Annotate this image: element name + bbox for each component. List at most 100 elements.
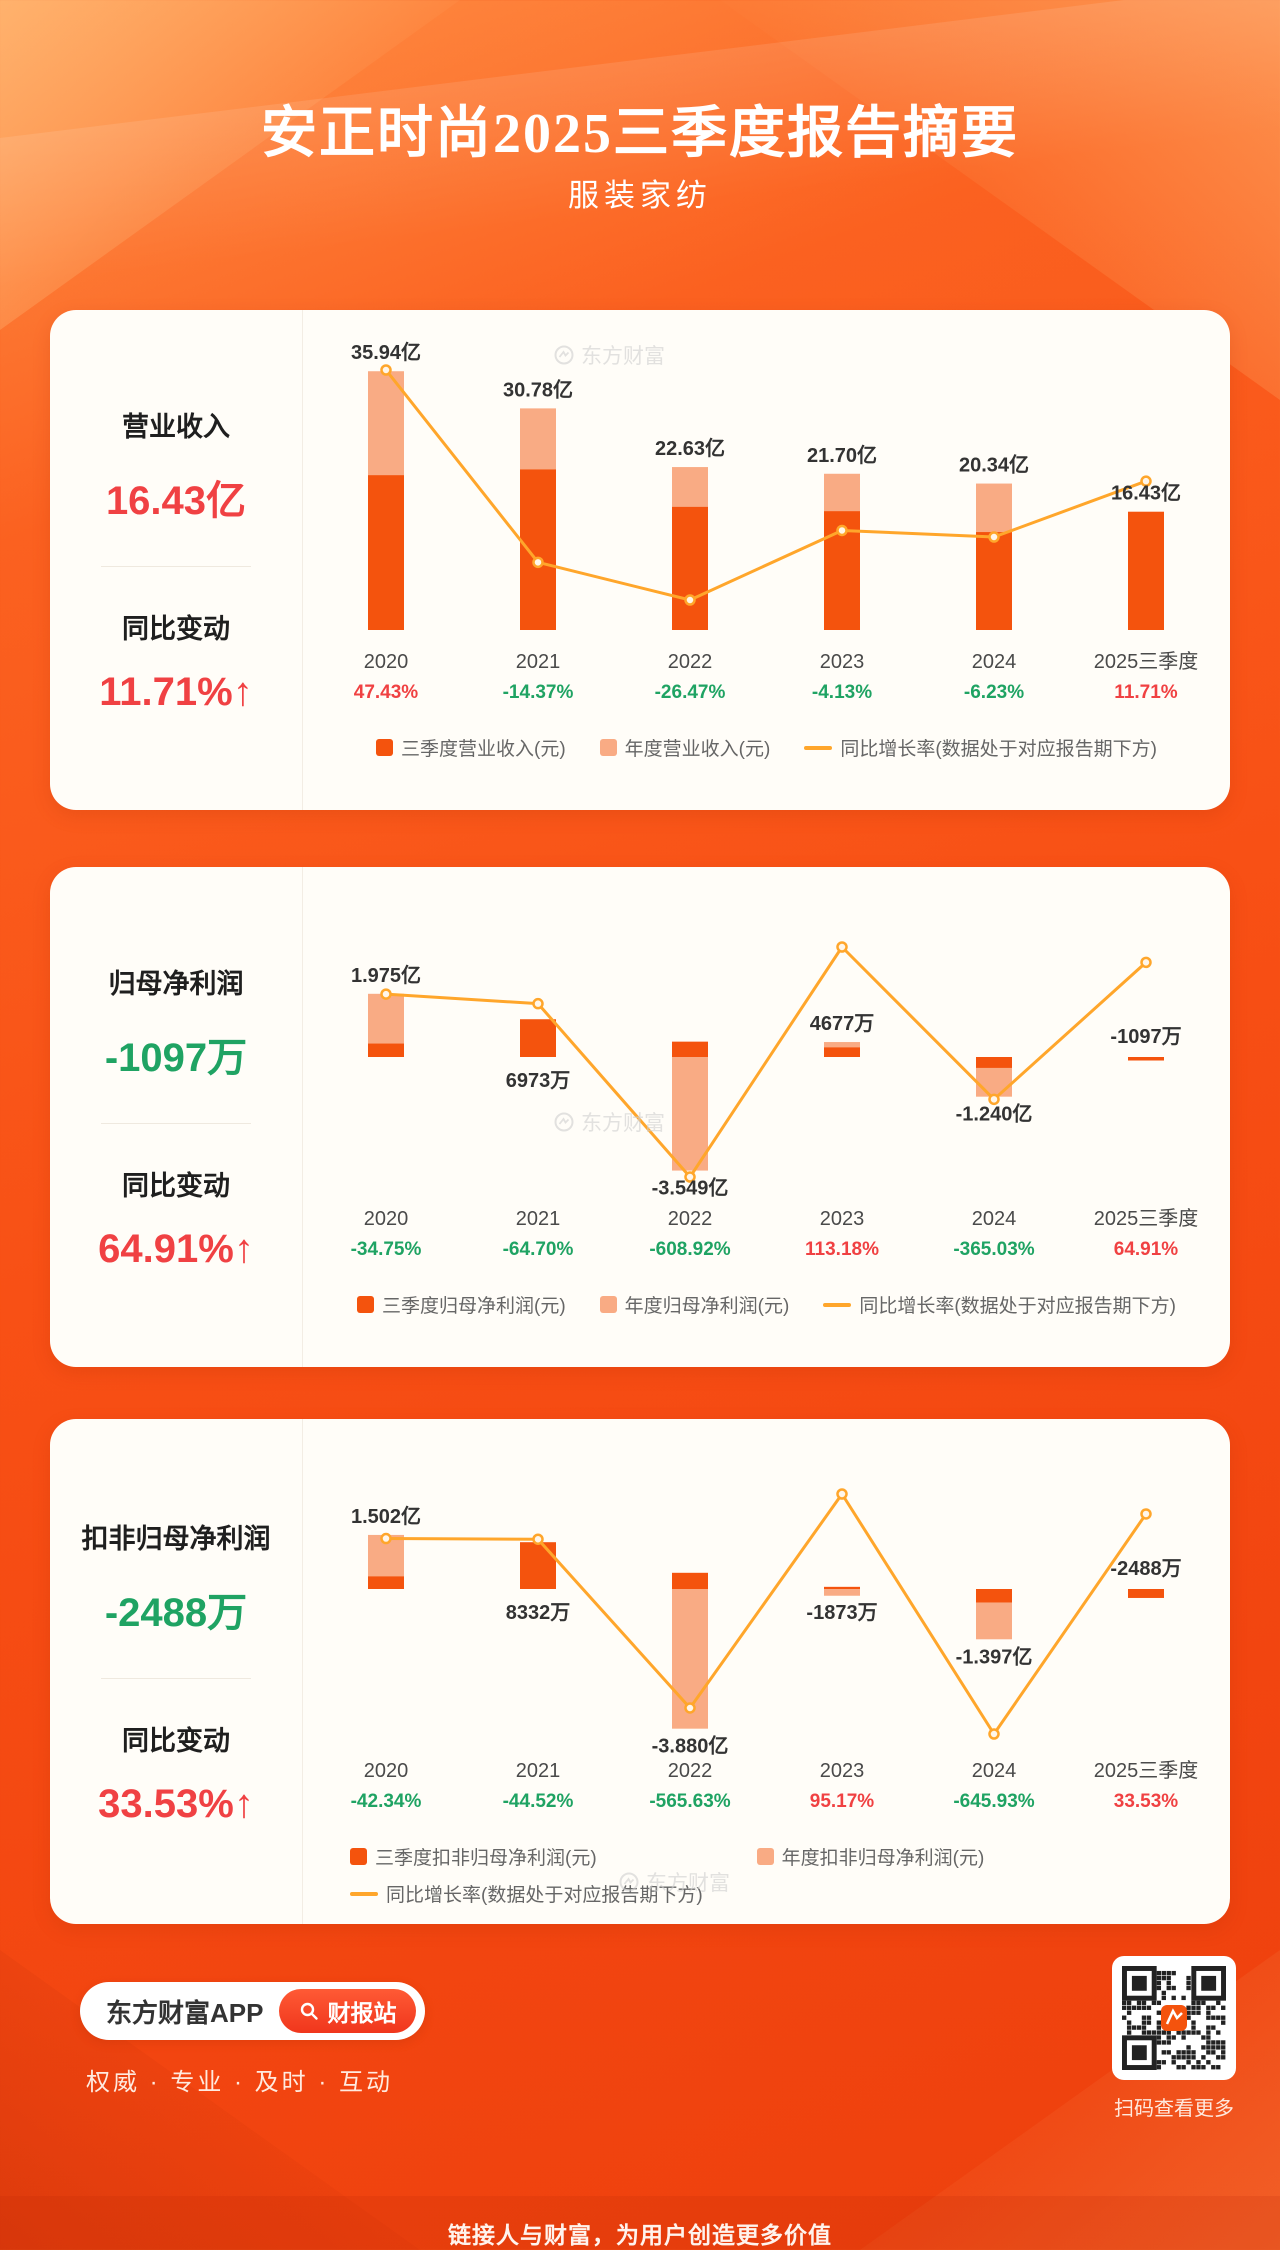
year-label: 2024 [972, 1760, 1017, 1782]
line-swatch-icon [804, 745, 833, 750]
chart-panel: 东方财富 1.502亿 8332万 -3.880亿 -1873万 -1.397亿 -248… [303, 1419, 1230, 1924]
metric-panel: 营业收入 16.43亿 同比变动 11.71%↑ [50, 310, 303, 810]
year-label: 2025三季度 [1094, 1759, 1199, 1782]
value-label: 21.70亿 [807, 443, 877, 467]
line-swatch-icon [350, 1891, 378, 1896]
q3-bar [520, 469, 556, 630]
slogan: 权威 · 专业 · 及时 · 互动 [86, 2069, 393, 2096]
growth-label: 95.17% [810, 1791, 875, 1812]
legend-item: 同比增长率(数据处于对应报告期下方) [823, 1291, 1176, 1318]
year-label: 2024 [972, 1208, 1017, 1230]
bar-swatch-icon [376, 739, 394, 756]
legend-label: 年度营业收入(元) [624, 739, 771, 760]
value-label: 22.63亿 [655, 436, 725, 460]
bar-swatch-icon [756, 1848, 774, 1865]
legend-label: 同比增长率(数据处于对应报告期下方) [859, 1296, 1176, 1317]
report-station-button[interactable]: 财报站 [279, 1989, 417, 2033]
line-swatch-icon [823, 1302, 852, 1307]
year-label: 2022 [668, 651, 713, 673]
chart-legend: 三季度归母净利润(元) 年度归母净利润(元) 同比增长率(数据处于对应报告期下方) [310, 1291, 1223, 1318]
growth-label: 113.18% [805, 1239, 879, 1260]
legend-item: 年度归母净利润(元) [599, 1291, 790, 1318]
metric-value: -2488万 [104, 1590, 248, 1635]
chart-panel: 东方财富 35.94亿 30.78亿 22.63亿 21.70亿 20.34亿 16.43… [303, 310, 1230, 810]
watermark: 东方财富 [553, 340, 665, 370]
metric-label: 扣非归母净利润 [81, 1523, 271, 1554]
q3-bar [976, 1589, 1012, 1603]
growth-line [385, 945, 1148, 1179]
data-point [684, 1171, 696, 1183]
legend-item: 同比增长率(数据处于对应报告期下方) [350, 1880, 703, 1907]
search-icon [301, 2002, 319, 2020]
value-label: 1.502亿 [351, 1504, 421, 1528]
legend-label: 三季度扣非归母净利润(元) [375, 1848, 597, 1869]
growth-label: -14.37% [503, 682, 574, 703]
growth-label: -42.34% [351, 1791, 422, 1812]
bar-swatch-icon [350, 1848, 367, 1865]
watermark-text: 东方财富 [581, 345, 665, 368]
app-pill: 东方财富APP 财报站 [80, 1982, 426, 2040]
q3-bar [824, 1586, 860, 1589]
change-label: 同比变动 [122, 1171, 230, 1201]
q3-bar [1128, 511, 1164, 630]
watermark-text: 东方财富 [581, 1112, 665, 1135]
q3-bar [1128, 1589, 1164, 1598]
value-label: -1097万 [1110, 1026, 1181, 1048]
legend-label: 年度扣非归母净利润(元) [781, 1848, 985, 1869]
year-label: 2021 [516, 1760, 561, 1782]
app-name: 东方财富APP [106, 1997, 264, 2028]
metric-value: 16.43亿 [105, 479, 247, 523]
value-label: 30.78亿 [503, 377, 573, 401]
data-point [380, 364, 392, 376]
eastmoney-logo-icon [554, 345, 574, 365]
year-label: 2023 [820, 651, 865, 673]
data-point [532, 556, 544, 569]
annual-bar [824, 1589, 860, 1596]
growth-label: -608.92% [649, 1239, 730, 1260]
value-label: 6973万 [506, 1070, 571, 1092]
metric-label: 归母净利润 [108, 969, 244, 999]
data-point [380, 1532, 392, 1545]
value-label: -2488万 [1110, 1558, 1181, 1580]
legend-label: 三季度营业收入(元) [401, 739, 566, 760]
metric-label: 营业收入 [122, 412, 230, 442]
qr-caption: 扫码查看更多 [1114, 2098, 1234, 2120]
growth-line [385, 1492, 1148, 1736]
legend-item: 年度营业收入(元) [599, 734, 771, 761]
qr-code[interactable] [1112, 1956, 1236, 2080]
data-point [836, 1488, 848, 1500]
divider [101, 1677, 251, 1679]
net-profit-chart: 1.975亿 6973万 -3.549亿 4677万 -1.240亿 -1097万 2020… [351, 941, 1198, 1260]
metric-panel: 归母净利润 -1097万 同比变动 64.91%↑ [50, 867, 303, 1367]
growth-label: 11.71% [1114, 682, 1177, 703]
footer-text: 链接人与财富，为用户创造更多价值 [448, 2222, 832, 2248]
bar-swatch-icon [357, 1296, 375, 1313]
legend-item: 三季度营业收入(元) [376, 734, 566, 761]
year-label: 2024 [972, 651, 1017, 673]
change-label: 同比变动 [122, 1725, 230, 1756]
legend-label: 年度归母净利润(元) [624, 1296, 790, 1317]
q3-bar [368, 1043, 404, 1057]
watermark: 东方财富 [553, 1107, 665, 1137]
legend-label: 三季度归母净利润(元) [382, 1296, 566, 1317]
data-point [988, 531, 1000, 543]
legend-item: 年度扣非归母净利润(元) [756, 1843, 985, 1870]
value-label: 4677万 [810, 1013, 875, 1035]
up-arrow-icon: ↑ [233, 1227, 254, 1271]
growth-label: -64.70% [503, 1239, 574, 1260]
chart-legend: 三季度扣非归母净利润(元) 年度扣非归母净利润(元) 同比增长率(数据处于对应报告期… [310, 1843, 1223, 1907]
value-label: 8332万 [506, 1602, 571, 1624]
growth-label: -645.93% [953, 1791, 1034, 1812]
year-label: 2020 [364, 1760, 409, 1782]
q3-bar [520, 1019, 556, 1057]
divider [101, 566, 251, 567]
value-label: 35.94亿 [351, 340, 421, 364]
growth-label: -6.23% [964, 682, 1024, 703]
growth-label: -34.75% [351, 1239, 422, 1260]
growth-label: -4.13% [812, 682, 872, 703]
chart-panel: 东方财富 1.975亿 6973万 -3.549亿 4677万 -1.240亿 -1097… [303, 867, 1230, 1367]
growth-label: -365.03% [953, 1239, 1034, 1260]
legend-item: 三季度扣非归母净利润(元) [350, 1843, 597, 1870]
value-label: -1873万 [806, 1602, 877, 1624]
legend-item: 同比增长率(数据处于对应报告期下方) [804, 734, 1157, 761]
